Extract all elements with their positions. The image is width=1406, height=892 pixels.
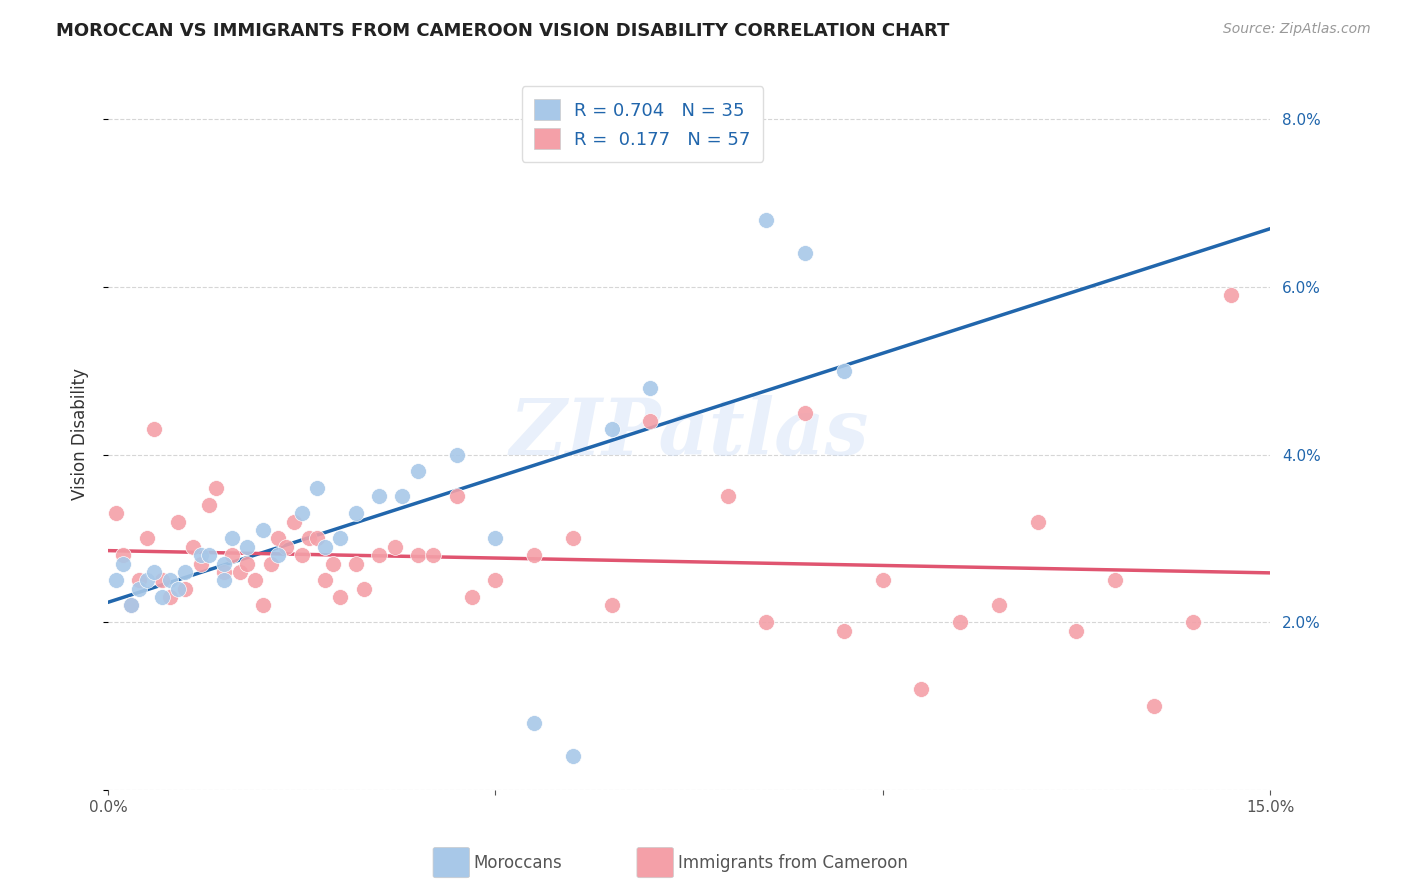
Legend: R = 0.704   N = 35, R =  0.177   N = 57: R = 0.704 N = 35, R = 0.177 N = 57 bbox=[522, 87, 763, 161]
Point bbox=[329, 590, 352, 604]
Point bbox=[143, 422, 166, 436]
Point bbox=[344, 506, 367, 520]
Text: Source: ZipAtlas.com: Source: ZipAtlas.com bbox=[1223, 22, 1371, 37]
Point bbox=[150, 574, 173, 588]
Point bbox=[135, 574, 157, 588]
Point bbox=[181, 540, 204, 554]
Point bbox=[307, 481, 329, 495]
Point bbox=[1220, 288, 1243, 302]
Point bbox=[910, 682, 932, 697]
Point bbox=[638, 380, 661, 394]
Point bbox=[484, 532, 506, 546]
Point bbox=[717, 490, 740, 504]
Point bbox=[120, 599, 142, 613]
Point bbox=[484, 574, 506, 588]
Point bbox=[1066, 624, 1088, 638]
Point bbox=[384, 540, 406, 554]
Point bbox=[143, 565, 166, 579]
Point bbox=[291, 548, 314, 562]
Point bbox=[252, 523, 274, 537]
Point bbox=[461, 590, 484, 604]
Point bbox=[322, 557, 344, 571]
Point bbox=[949, 615, 972, 630]
Point bbox=[1143, 699, 1166, 714]
Point bbox=[987, 599, 1010, 613]
Point bbox=[561, 749, 583, 764]
Point bbox=[600, 422, 623, 436]
Point bbox=[832, 624, 855, 638]
Point bbox=[221, 532, 243, 546]
Point bbox=[128, 582, 150, 596]
Text: Immigrants from Cameroon: Immigrants from Cameroon bbox=[678, 854, 907, 871]
Point bbox=[267, 548, 290, 562]
Point bbox=[197, 498, 219, 512]
Point bbox=[872, 574, 894, 588]
Point bbox=[832, 364, 855, 378]
Point bbox=[159, 590, 181, 604]
Point bbox=[212, 565, 235, 579]
Point bbox=[212, 574, 235, 588]
Point bbox=[353, 582, 375, 596]
Point bbox=[523, 548, 546, 562]
Point bbox=[1026, 515, 1049, 529]
Point bbox=[1104, 574, 1126, 588]
Point bbox=[104, 574, 127, 588]
Point bbox=[228, 565, 250, 579]
Point bbox=[128, 574, 150, 588]
Point bbox=[104, 506, 127, 520]
Point bbox=[243, 574, 266, 588]
Point bbox=[166, 582, 188, 596]
Point bbox=[236, 557, 259, 571]
Point bbox=[344, 557, 367, 571]
Point bbox=[252, 599, 274, 613]
Point bbox=[135, 532, 157, 546]
Point bbox=[166, 515, 188, 529]
Point bbox=[150, 590, 173, 604]
Point bbox=[561, 532, 583, 546]
Point bbox=[329, 532, 352, 546]
Point bbox=[755, 615, 778, 630]
Point bbox=[221, 548, 243, 562]
Point bbox=[174, 582, 197, 596]
Point bbox=[267, 532, 290, 546]
Point bbox=[205, 481, 228, 495]
Point bbox=[755, 213, 778, 227]
Point bbox=[283, 515, 305, 529]
Point bbox=[794, 246, 817, 260]
Point bbox=[446, 490, 468, 504]
Point bbox=[794, 406, 817, 420]
Point bbox=[112, 557, 135, 571]
Point bbox=[112, 548, 135, 562]
Point bbox=[406, 464, 429, 478]
Text: Moroccans: Moroccans bbox=[474, 854, 562, 871]
Point bbox=[291, 506, 314, 520]
Point bbox=[638, 414, 661, 428]
Point bbox=[276, 540, 298, 554]
Point bbox=[446, 448, 468, 462]
Text: ZIPatlas: ZIPatlas bbox=[509, 395, 869, 472]
Point bbox=[1181, 615, 1204, 630]
Point bbox=[307, 532, 329, 546]
Point bbox=[523, 715, 546, 730]
Y-axis label: Vision Disability: Vision Disability bbox=[72, 368, 89, 500]
Point bbox=[174, 565, 197, 579]
Point bbox=[190, 557, 212, 571]
Point bbox=[120, 599, 142, 613]
Point bbox=[260, 557, 283, 571]
Point bbox=[190, 548, 212, 562]
Point bbox=[236, 540, 259, 554]
Point bbox=[406, 548, 429, 562]
Point bbox=[212, 557, 235, 571]
Text: MOROCCAN VS IMMIGRANTS FROM CAMEROON VISION DISABILITY CORRELATION CHART: MOROCCAN VS IMMIGRANTS FROM CAMEROON VIS… bbox=[56, 22, 949, 40]
Point bbox=[314, 574, 336, 588]
Point bbox=[159, 574, 181, 588]
Point bbox=[391, 490, 413, 504]
Point bbox=[422, 548, 444, 562]
Point bbox=[600, 599, 623, 613]
Point bbox=[314, 540, 336, 554]
Point bbox=[368, 548, 391, 562]
Point bbox=[197, 548, 219, 562]
Point bbox=[298, 532, 321, 546]
Point bbox=[368, 490, 391, 504]
